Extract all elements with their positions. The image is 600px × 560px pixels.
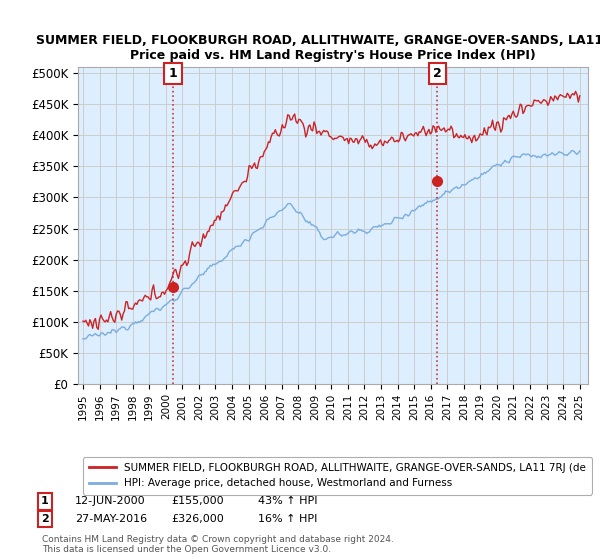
Title: SUMMER FIELD, FLOOKBURGH ROAD, ALLITHWAITE, GRANGE-OVER-SANDS, LA11 7RJ
Price pa: SUMMER FIELD, FLOOKBURGH ROAD, ALLITHWAI… bbox=[36, 34, 600, 62]
Text: 16% ↑ HPI: 16% ↑ HPI bbox=[258, 514, 317, 524]
Text: 43% ↑ HPI: 43% ↑ HPI bbox=[258, 496, 317, 506]
Text: 27-MAY-2016: 27-MAY-2016 bbox=[75, 514, 147, 524]
Text: £155,000: £155,000 bbox=[171, 496, 224, 506]
Text: 2: 2 bbox=[433, 67, 442, 80]
Text: 12-JUN-2000: 12-JUN-2000 bbox=[75, 496, 146, 506]
Text: Contains HM Land Registry data © Crown copyright and database right 2024.
This d: Contains HM Land Registry data © Crown c… bbox=[42, 535, 394, 554]
Text: 1: 1 bbox=[41, 496, 49, 506]
Text: 1: 1 bbox=[169, 67, 178, 80]
Legend: SUMMER FIELD, FLOOKBURGH ROAD, ALLITHWAITE, GRANGE-OVER-SANDS, LA11 7RJ (de, HPI: SUMMER FIELD, FLOOKBURGH ROAD, ALLITHWAI… bbox=[83, 457, 592, 494]
Text: £326,000: £326,000 bbox=[171, 514, 224, 524]
Text: 2: 2 bbox=[41, 514, 49, 524]
